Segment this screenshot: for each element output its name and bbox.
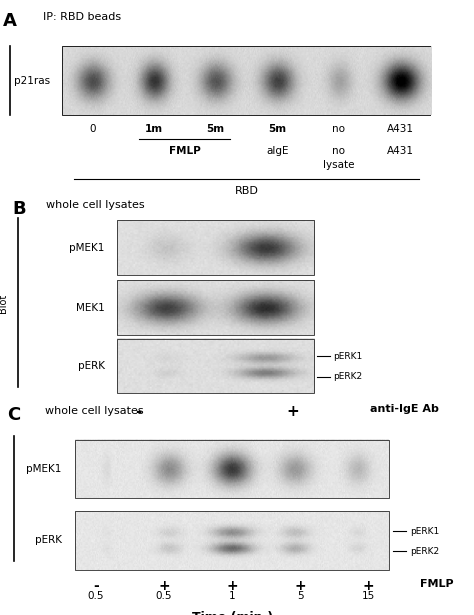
- Bar: [117, 280, 314, 335]
- Text: FMLP: FMLP: [420, 579, 454, 589]
- Text: 15: 15: [362, 591, 375, 601]
- Text: 1: 1: [229, 591, 236, 601]
- Text: C: C: [7, 406, 20, 424]
- Text: p21ras: p21ras: [14, 76, 50, 86]
- Text: no: no: [332, 124, 346, 134]
- Text: 0: 0: [89, 124, 96, 134]
- Text: whole cell lysates: whole cell lysates: [46, 200, 145, 210]
- Text: whole cell lysates: whole cell lysates: [45, 406, 143, 416]
- Text: lysate: lysate: [323, 160, 355, 170]
- Text: pERK2: pERK2: [410, 547, 439, 555]
- Text: pERK: pERK: [78, 361, 105, 371]
- Text: Blot: Blot: [0, 489, 2, 508]
- Text: A: A: [2, 12, 16, 30]
- Text: no: no: [332, 146, 346, 156]
- Text: Time (min.): Time (min.): [191, 611, 273, 615]
- Text: pERK2: pERK2: [333, 373, 362, 381]
- Text: 5m: 5m: [207, 124, 225, 134]
- Text: +: +: [363, 579, 374, 593]
- Text: FMLP: FMLP: [169, 146, 201, 156]
- Text: A431: A431: [387, 146, 414, 156]
- Text: 5m: 5m: [268, 124, 286, 134]
- Text: 5: 5: [297, 591, 304, 601]
- Text: +: +: [286, 404, 299, 419]
- Text: anti-IgE Ab: anti-IgE Ab: [370, 404, 438, 414]
- Text: 1m: 1m: [145, 124, 163, 134]
- Text: MEK1: MEK1: [76, 303, 105, 312]
- Text: +: +: [227, 579, 238, 593]
- Text: pMEK1: pMEK1: [69, 242, 105, 253]
- Text: pERK1: pERK1: [333, 352, 362, 361]
- Text: aIgE: aIgE: [266, 146, 289, 156]
- Text: Blot: Blot: [0, 293, 8, 312]
- Text: 0.5: 0.5: [156, 591, 172, 601]
- Text: A431: A431: [387, 124, 414, 134]
- Bar: [75, 440, 389, 498]
- Text: -: -: [136, 404, 142, 419]
- Text: pERK: pERK: [35, 536, 62, 546]
- Text: 0.5: 0.5: [88, 591, 104, 601]
- Text: IP: RBD beads: IP: RBD beads: [43, 12, 121, 22]
- Text: +: +: [295, 579, 306, 593]
- Bar: [117, 338, 314, 393]
- Text: -: -: [93, 579, 99, 593]
- Text: RBD: RBD: [235, 186, 258, 196]
- Bar: [75, 511, 389, 569]
- Text: +: +: [158, 579, 170, 593]
- Text: pMEK1: pMEK1: [26, 464, 62, 474]
- Bar: [117, 220, 314, 275]
- Bar: [62, 46, 431, 115]
- Text: B: B: [12, 200, 26, 218]
- Text: pERK1: pERK1: [410, 527, 439, 536]
